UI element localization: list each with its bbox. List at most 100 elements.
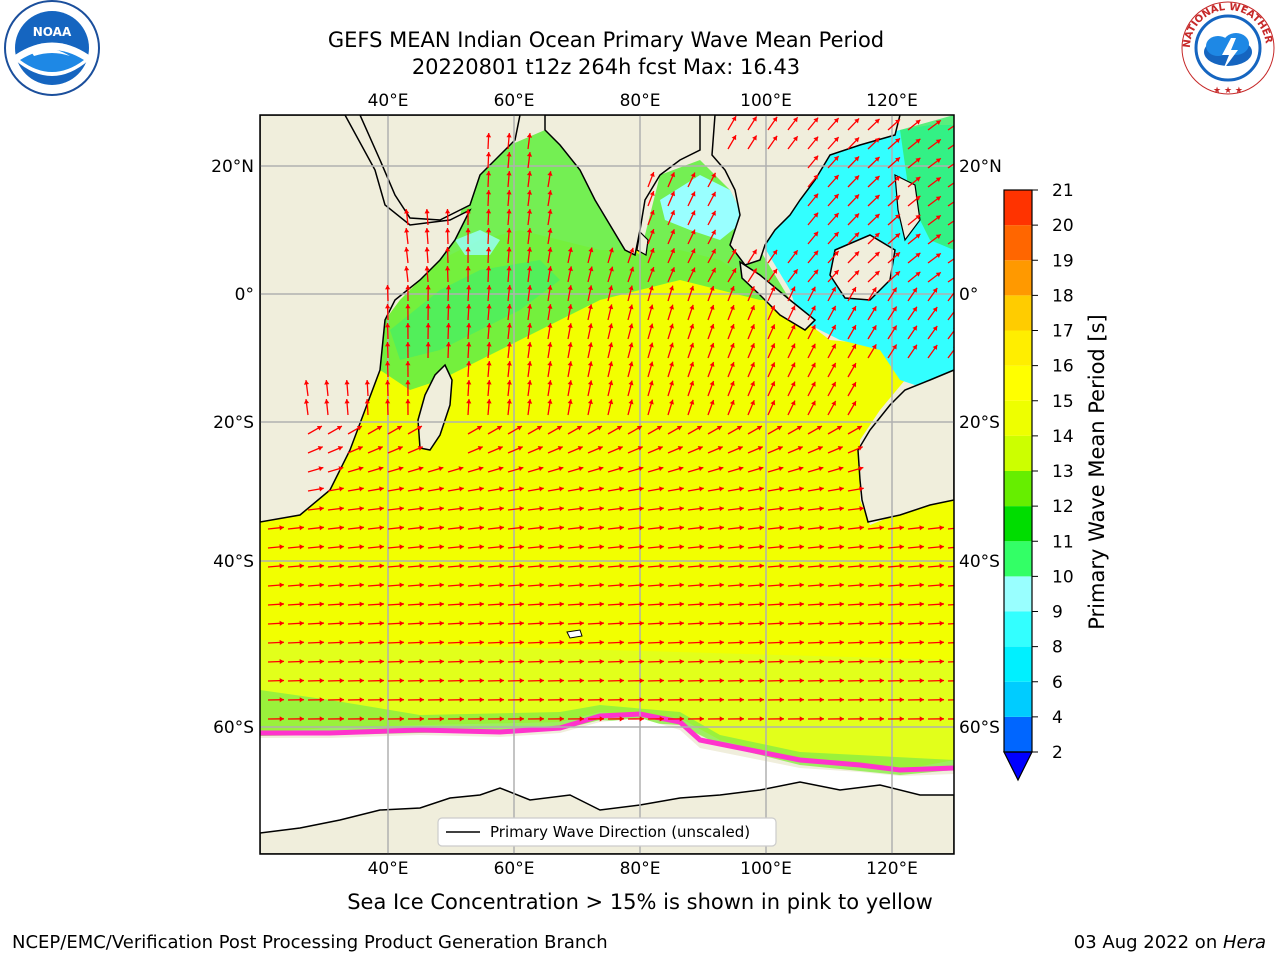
wave-arrow-head — [579, 678, 584, 684]
wave-arrow-head — [399, 620, 404, 626]
nws-stars-icon: ★ ★ ★ — [1213, 86, 1243, 96]
wave-arrow-head — [499, 563, 504, 569]
wave-arrow-head — [759, 601, 764, 607]
wave-arrow-head — [871, 306, 877, 312]
wave-arrow — [947, 144, 954, 150]
wave-arrow-head — [895, 252, 900, 258]
wave-arrow-head — [659, 486, 664, 492]
wave-arrow — [947, 277, 954, 283]
wave-arrow-head — [659, 697, 664, 703]
wave-arrow-head — [479, 506, 484, 512]
wave-arrow-head — [339, 544, 344, 550]
wave-arrow-head — [639, 525, 644, 531]
wave-arrow-head — [485, 190, 492, 195]
lat-label-right: 20°S — [959, 413, 1000, 433]
wave-arrow-head — [757, 446, 763, 451]
wave-arrow-head — [396, 425, 402, 431]
wave-arrow-head — [858, 466, 864, 472]
wave-arrow-head — [539, 678, 544, 684]
wave-arrow-head — [939, 639, 944, 646]
wave-arrow-head — [892, 287, 897, 293]
wave-arrow-head — [559, 620, 564, 626]
wave-arrow-head — [709, 342, 715, 348]
wave-arrow-head — [619, 658, 624, 665]
wave-arrow-head — [579, 486, 584, 492]
wave-arrow-head — [465, 228, 471, 233]
ocean-south-band — [260, 640, 954, 770]
wave-arrow-head — [519, 620, 524, 626]
wave-arrow-head — [719, 544, 724, 550]
legend-label: Primary Wave Direction (unscaled) — [490, 823, 750, 841]
wave-arrow-head — [719, 639, 724, 646]
wave-arrow-head — [419, 678, 424, 684]
wave-arrow-head — [379, 601, 384, 607]
wave-arrow-head — [799, 697, 804, 703]
wave-arrow-head — [649, 248, 655, 253]
wave-arrow-head — [519, 486, 524, 492]
wave-arrow-head — [486, 323, 492, 328]
wave-arrow-head — [892, 325, 897, 331]
wave-arrow-head — [939, 582, 944, 588]
wave-arrow-head — [874, 270, 880, 276]
wave-arrow-head — [677, 446, 683, 451]
wave-arrow-head — [486, 285, 492, 290]
wave-arrow-head — [319, 697, 324, 703]
wave-arrow-head — [459, 582, 464, 588]
wave-arrow-head — [465, 266, 471, 271]
wave-arrow-head — [405, 399, 411, 404]
wave-arrow-head — [895, 157, 900, 163]
wave-arrow-head — [690, 267, 696, 273]
wave-arrow-head — [339, 582, 344, 588]
lon-label-top: 100°E — [740, 91, 792, 111]
wave-arrow-head — [895, 138, 900, 144]
wave-arrow-head — [679, 678, 684, 684]
wave-arrow-head — [811, 305, 816, 311]
wave-arrow-head — [557, 446, 563, 451]
wave-arrow-head — [445, 323, 452, 328]
wave-arrow-head — [559, 639, 564, 646]
wave-arrow-head — [579, 620, 584, 626]
colorbar-tick-label: 9 — [1052, 603, 1063, 623]
wave-arrow-head — [519, 697, 524, 703]
wave-arrow-head — [939, 544, 944, 550]
wave-arrow-head — [424, 228, 430, 233]
wave-arrow-head — [833, 270, 839, 275]
wave-arrow-head — [696, 425, 702, 431]
wave-arrow — [947, 125, 954, 131]
wave-arrow-head — [659, 525, 664, 531]
wave-arrow-head — [793, 269, 798, 275]
wave-arrow-head — [679, 620, 684, 626]
wave-arrow-head — [799, 620, 804, 626]
wave-arrow-head — [499, 697, 504, 703]
wave-arrow-head — [479, 697, 484, 703]
wave-arrow-head — [336, 425, 342, 431]
wave-arrow-head — [879, 716, 884, 722]
wave-arrow-head — [959, 544, 964, 549]
wave-arrow — [947, 163, 954, 169]
wave-arrow-head — [770, 400, 776, 406]
wave-arrow-head — [358, 466, 364, 472]
footer-machine: Hera — [1222, 932, 1266, 953]
wave-arrow — [947, 258, 954, 264]
wave-arrow-head — [759, 697, 764, 703]
wave-arrow-head — [319, 658, 324, 665]
wave-arrow-head — [499, 639, 504, 646]
wave-arrow-head — [790, 343, 796, 349]
wave-arrow-head — [960, 621, 964, 626]
wave-arrow-head — [859, 544, 864, 550]
wave-arrow-head — [819, 697, 824, 703]
wave-arrow-head — [479, 658, 484, 665]
wave-arrow-head — [690, 191, 696, 197]
wave-arrow-head — [619, 620, 624, 626]
wave-arrow-head — [567, 266, 573, 272]
wave-arrow-head — [587, 380, 593, 386]
wave-arrow-head — [379, 506, 384, 512]
wave-arrow-head — [709, 399, 715, 405]
wave-arrow-head — [770, 343, 776, 349]
wave-arrow — [947, 584, 954, 587]
wave-arrow-head — [839, 658, 844, 665]
colorbar-tick-label: 17 — [1052, 322, 1074, 342]
wave-arrow-head — [599, 658, 604, 665]
wave-arrow-head — [839, 544, 844, 550]
wave-arrow-head — [506, 285, 512, 290]
